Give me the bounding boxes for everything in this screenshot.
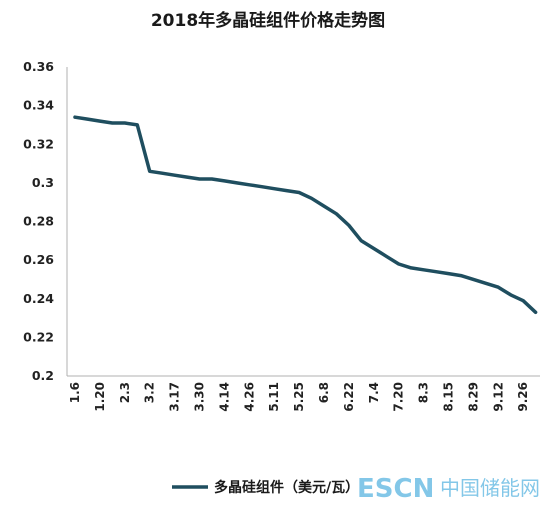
legend-label: 多晶硅组件（美元/瓦） (214, 479, 359, 496)
y-tick-label: 0.26 (23, 252, 54, 267)
series-line (73, 115, 538, 315)
x-tick-label: 5.11 (267, 382, 281, 412)
x-tick-label: 6.8 (317, 382, 331, 403)
watermark: ESCN 中国储能网 (357, 474, 540, 504)
y-tick-label: 0.28 (23, 214, 54, 229)
x-tick-label: 4.14 (217, 382, 231, 412)
x-tick-labels: 1.6 1.20 2.3 3.2 3.17 3.30 4.14 4.26 5.11 5.25 6.8… (68, 382, 530, 412)
y-tick-label: 0.22 (23, 329, 54, 344)
x-tick-label: 8.29 (466, 382, 480, 412)
y-tick-label: 0.32 (23, 136, 54, 151)
x-tick-label: 1.6 (68, 382, 82, 403)
x-tick-label: 3.2 (143, 382, 157, 403)
y-tick-label: 0.3 (32, 175, 54, 190)
x-tick-label: 9.26 (516, 382, 530, 412)
x-tick-label: 3.30 (193, 382, 207, 412)
x-tick-label: 8.3 (417, 382, 431, 403)
y-tick-label: 0.2 (32, 368, 54, 383)
x-tick-label: 1.20 (93, 382, 107, 412)
y-tick-label: 0.34 (23, 98, 54, 113)
x-tick-label: 2.3 (118, 382, 132, 403)
x-tick-label: 5.25 (292, 382, 306, 412)
x-tick-label: 4.26 (242, 382, 256, 412)
x-tick-label: 7.20 (392, 382, 406, 412)
x-tick-label: 3.17 (168, 382, 182, 412)
y-tick-label: 0.36 (23, 59, 54, 74)
y-tick-label: 0.24 (23, 291, 54, 306)
x-tick-label: 9.12 (491, 382, 505, 412)
x-tick-label: 7.4 (367, 382, 381, 403)
x-tick-label: 8.15 (442, 382, 456, 412)
y-tick-labels: 0.2 0.22 0.24 0.26 0.28 0.3 0.32 0.34 0.36 (23, 59, 54, 383)
legend: 多晶硅组件（美元/瓦） (172, 479, 359, 496)
watermark-text: 中国储能网 (440, 476, 540, 500)
watermark-logo: ESCN (357, 474, 434, 504)
x-tick-label: 6.22 (342, 382, 356, 412)
chart-title: 2018年多晶硅组件价格走势图 (151, 10, 385, 31)
